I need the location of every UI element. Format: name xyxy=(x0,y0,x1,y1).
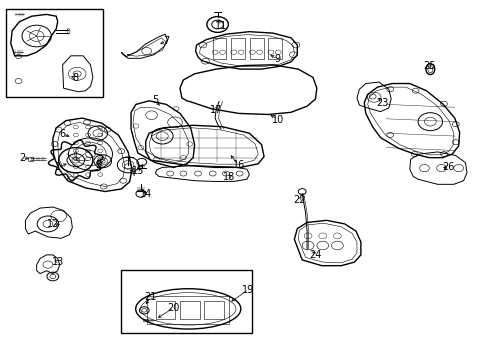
Text: 2: 2 xyxy=(19,153,25,163)
Text: 15: 15 xyxy=(131,166,144,176)
Bar xyxy=(143,319,148,321)
Bar xyxy=(121,270,252,333)
Text: 3: 3 xyxy=(96,160,102,170)
Text: 18: 18 xyxy=(222,172,235,182)
Text: 19: 19 xyxy=(242,285,254,295)
Text: 7: 7 xyxy=(163,36,169,46)
Text: 21: 21 xyxy=(144,292,157,302)
Bar xyxy=(231,38,244,59)
Text: 6: 6 xyxy=(60,129,65,139)
Text: 9: 9 xyxy=(274,54,280,64)
Text: 4: 4 xyxy=(130,168,136,178)
Text: 22: 22 xyxy=(292,195,305,205)
Text: 13: 13 xyxy=(51,257,64,267)
Text: 12: 12 xyxy=(46,219,59,229)
Bar xyxy=(268,38,282,59)
Text: 25: 25 xyxy=(422,60,435,71)
Text: 1: 1 xyxy=(55,162,61,172)
Text: 11: 11 xyxy=(214,21,227,31)
Text: 26: 26 xyxy=(442,162,454,172)
Bar xyxy=(155,301,175,319)
Bar xyxy=(180,301,199,319)
Bar xyxy=(212,38,226,59)
Bar xyxy=(28,157,33,161)
Text: 24: 24 xyxy=(308,250,321,260)
Text: 8: 8 xyxy=(73,73,79,84)
Text: 16: 16 xyxy=(232,160,244,170)
Text: 14: 14 xyxy=(139,189,152,199)
Bar xyxy=(204,301,224,319)
Bar xyxy=(249,38,263,59)
Bar xyxy=(6,9,102,97)
Text: 5: 5 xyxy=(152,95,158,105)
Text: 10: 10 xyxy=(271,114,284,125)
Text: 23: 23 xyxy=(375,98,388,108)
Text: 20: 20 xyxy=(167,303,180,313)
Bar xyxy=(146,296,228,324)
Text: 17: 17 xyxy=(209,105,222,115)
